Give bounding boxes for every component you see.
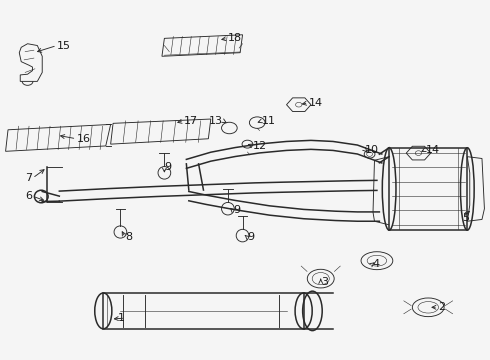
Bar [103,293,304,329]
Text: 8: 8 [125,232,132,242]
Text: 4: 4 [372,259,379,269]
Text: 10: 10 [365,144,379,154]
Text: 7: 7 [25,173,32,183]
Text: 9: 9 [164,162,171,172]
Text: 11: 11 [262,116,276,126]
Bar [389,148,467,230]
Text: 16: 16 [76,134,91,144]
Text: 6: 6 [25,191,32,201]
Text: 14: 14 [309,98,322,108]
Text: 3: 3 [321,277,328,287]
Text: 1: 1 [118,313,125,323]
Text: 9: 9 [233,206,240,216]
Text: 2: 2 [438,302,445,312]
Text: 5: 5 [463,213,469,222]
Text: 13: 13 [209,116,223,126]
Text: 14: 14 [426,144,440,154]
Text: 9: 9 [247,232,255,242]
Text: 18: 18 [228,33,242,43]
Text: 17: 17 [184,116,198,126]
Text: 15: 15 [57,41,71,50]
Text: 12: 12 [252,141,267,151]
